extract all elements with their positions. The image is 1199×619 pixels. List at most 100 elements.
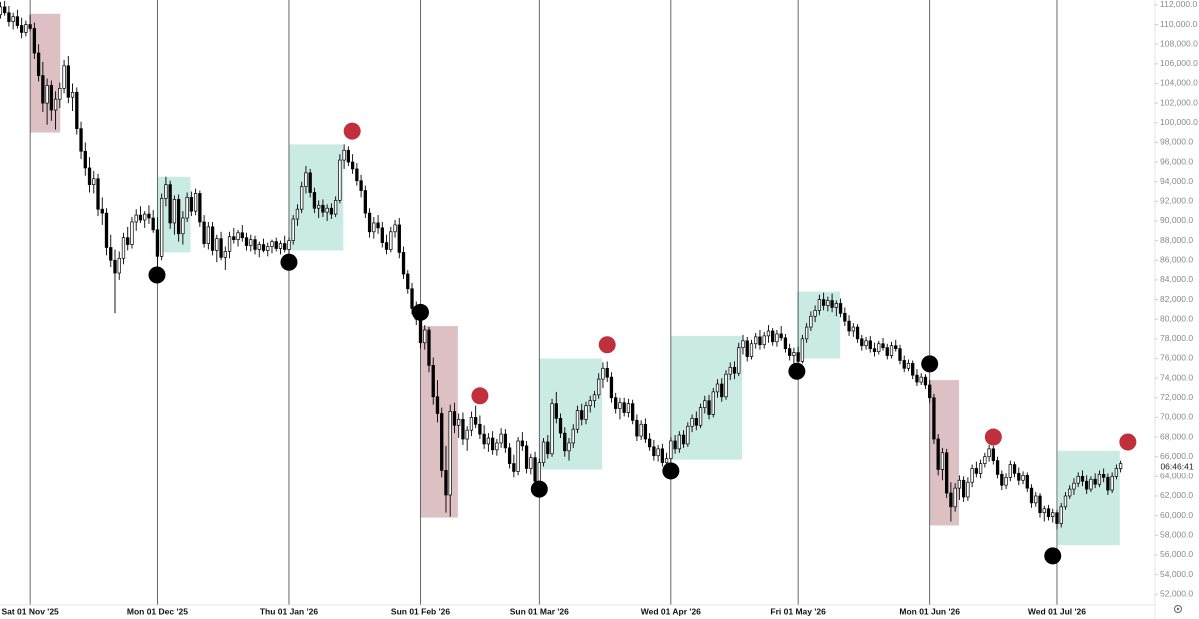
candle-body <box>872 348 877 352</box>
y-tick-label: 62,000.0 <box>1160 490 1193 500</box>
candle-body <box>983 456 987 464</box>
candle-body <box>304 172 308 187</box>
candle-body <box>707 400 711 415</box>
marker <box>1044 547 1062 565</box>
candle-body <box>215 238 219 251</box>
candle-body <box>372 222 376 233</box>
candle-body <box>1000 474 1004 486</box>
candle-body <box>558 418 563 434</box>
y-tick-label: 96,000.0 <box>1160 156 1193 166</box>
marker <box>921 355 939 373</box>
candle-body <box>1085 480 1089 490</box>
candle-body <box>435 396 440 414</box>
marker <box>148 266 166 284</box>
candle-body <box>821 299 826 306</box>
candle-body <box>176 199 181 235</box>
candle-body <box>961 479 966 498</box>
candle-body <box>779 333 783 339</box>
x-tick-label: Wed 01 Jul '26 <box>1028 606 1086 616</box>
x-tick-label: Mon 01 Jun '26 <box>899 606 960 616</box>
candle-body <box>168 184 172 224</box>
candle-body <box>367 212 372 233</box>
candle-body <box>160 198 164 257</box>
candle-body <box>635 420 639 437</box>
month-lines <box>29 0 1058 605</box>
candle-body <box>236 232 240 240</box>
candle-body <box>588 400 592 406</box>
candle-body <box>274 241 278 249</box>
candle-body <box>495 442 499 451</box>
candle-body <box>227 236 232 252</box>
y-tick-label: 64,000.0 <box>1160 471 1193 481</box>
y-tick-label: 86,000.0 <box>1160 255 1193 265</box>
zone <box>1057 450 1120 546</box>
y-tick-label: 74,000.0 <box>1160 372 1193 382</box>
candle-body <box>741 340 745 349</box>
candle-body <box>58 88 62 100</box>
candle-body <box>266 246 270 251</box>
candle-body <box>223 251 227 258</box>
candle-body <box>885 347 889 356</box>
candle-body <box>720 383 724 398</box>
candle-body <box>70 91 75 98</box>
marker <box>662 462 680 480</box>
candle-body <box>715 383 720 393</box>
candle-body <box>138 214 143 221</box>
x-tick-label: Fri 01 May '26 <box>770 606 826 616</box>
candle-body <box>499 433 503 444</box>
candle-body <box>384 242 389 250</box>
candle-body <box>198 193 202 223</box>
candle-body <box>1021 475 1025 481</box>
candle-body <box>308 172 312 193</box>
marker <box>598 336 616 354</box>
candle-body <box>189 197 194 212</box>
candle-body <box>393 224 397 233</box>
x-tick-label: Mon 01 Dec '25 <box>127 606 188 616</box>
candle-body <box>686 425 690 445</box>
y-tick-label: 82,000.0 <box>1160 294 1193 304</box>
settings-icon-dot <box>1176 607 1180 611</box>
candle-body <box>783 337 788 350</box>
candle-body <box>541 441 546 463</box>
y-tick-label: 106,000.0 <box>1160 58 1198 68</box>
candle-body <box>87 167 92 185</box>
candle-body <box>283 243 287 250</box>
settings-icon[interactable] <box>1174 605 1182 613</box>
candle-body <box>193 193 198 212</box>
candle-body <box>126 237 130 245</box>
marker <box>530 480 548 498</box>
candle-body <box>1114 468 1119 477</box>
candle-body <box>580 410 584 420</box>
marker <box>984 428 1002 446</box>
y-tick-label: 78,000.0 <box>1160 333 1193 343</box>
candle-body <box>1008 464 1012 478</box>
y-tick-label: 94,000.0 <box>1160 176 1193 186</box>
candle-body <box>932 397 936 440</box>
candle-body <box>639 423 643 437</box>
candle-body <box>185 197 189 219</box>
candle-body <box>490 437 495 451</box>
candle-body <box>410 288 414 309</box>
candle-body <box>41 75 45 104</box>
candle-body <box>45 85 49 104</box>
candle-body <box>524 445 529 469</box>
zone <box>539 358 603 470</box>
candle-body <box>427 329 431 366</box>
zone <box>420 326 458 518</box>
candle-body <box>28 24 32 29</box>
candle-body <box>92 178 96 185</box>
candle-body <box>601 367 605 380</box>
zone <box>288 144 344 251</box>
marker <box>412 303 430 321</box>
candle-body <box>804 326 809 340</box>
candle-body <box>991 448 995 461</box>
y-tick-label: 108,000.0 <box>1160 38 1198 48</box>
candle-body <box>592 394 597 402</box>
candle-body <box>1080 475 1085 482</box>
candle-body <box>567 442 571 452</box>
candle-body <box>206 226 210 244</box>
candle-body <box>597 378 601 396</box>
candle-body <box>864 340 868 347</box>
candle-body <box>11 16 15 22</box>
